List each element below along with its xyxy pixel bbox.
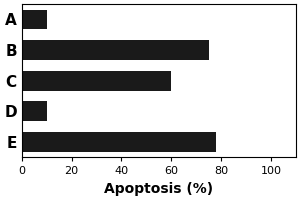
X-axis label: Apoptosis (%): Apoptosis (%) [104,182,213,196]
Bar [22,40,208,60]
Bar [22,71,171,91]
Bar [22,10,46,29]
Bar [22,101,46,121]
Bar [22,132,216,152]
